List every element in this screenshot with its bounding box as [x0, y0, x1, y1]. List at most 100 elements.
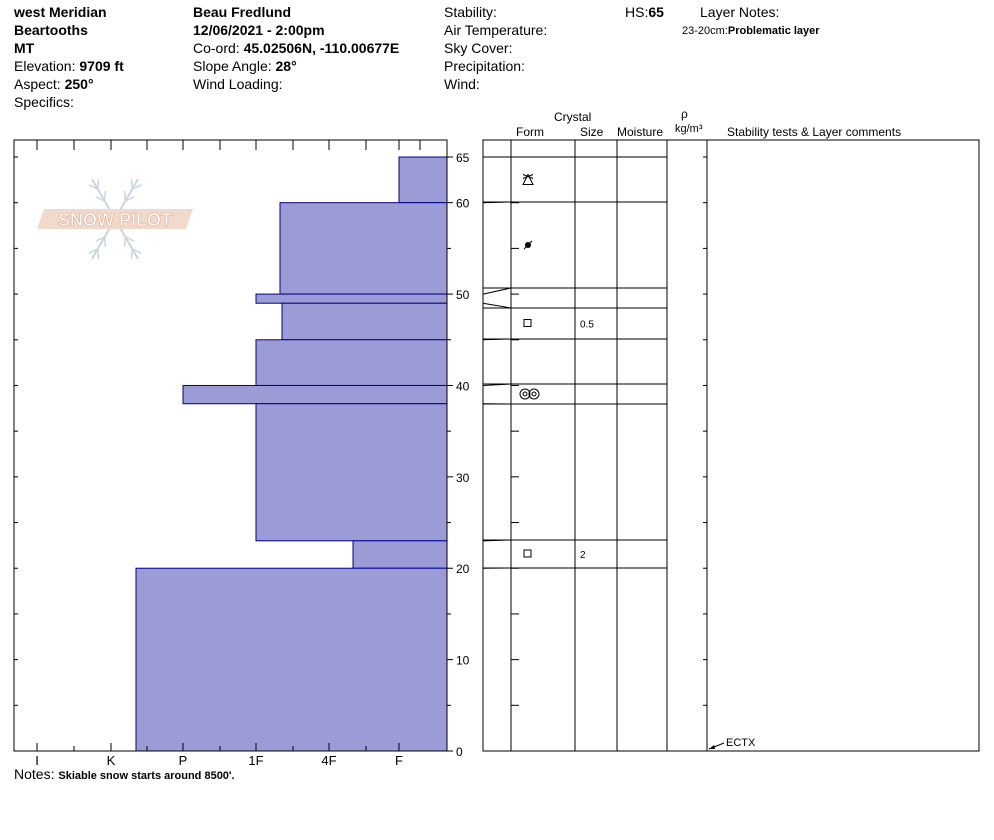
layer-connector: [482, 539, 512, 542]
precipitation-particle-stroke: [523, 240, 533, 250]
snowflake-branch: [95, 196, 105, 202]
elevation-label: Elevation:: [14, 58, 76, 74]
layer-notes-label: Layer Notes:: [700, 4, 780, 20]
snowflake-branch: [131, 248, 142, 254]
wind-label: Wind:: [444, 76, 480, 92]
hardness-tick-label: I: [35, 753, 39, 768]
height-tick-label: 60: [456, 197, 470, 211]
header-col2: Beau Fredlund 12/06/2021 - 2:00pm Co-ord…: [193, 3, 399, 93]
observer-name: Beau Fredlund: [193, 4, 292, 20]
snowflake-branch: [103, 191, 107, 202]
hardness-bar: [279, 202, 448, 295]
snowpilot-logo: SNOW PILOT: [37, 178, 193, 260]
precip-label: Precipitation:: [444, 58, 525, 74]
melt-freeze-icon: [528, 388, 540, 400]
specifics-label: Specifics:: [14, 94, 74, 110]
snowflake-branch: [103, 236, 107, 247]
hardness-tick-label: F: [395, 753, 403, 768]
snowflake-branch: [97, 248, 100, 259]
logo-banner: [37, 209, 193, 229]
layer-note-range: 23-20cm:: [682, 25, 728, 37]
layer-note: 23-20cm:Problematic layer: [682, 22, 820, 40]
notes-label: Notes:: [14, 766, 55, 782]
hardness-bar: [398, 156, 448, 204]
layer-table: [482, 139, 980, 752]
location-name: west Meridian: [14, 4, 107, 20]
faceted-crystal-icon: [523, 549, 532, 558]
logo-text: SNOW PILOT: [58, 210, 172, 230]
melt-freeze-icon-inner: [531, 391, 537, 397]
moisture-header: Moisture: [617, 125, 664, 139]
header-col1: west Meridian Beartooths MT Elevation: 9…: [14, 3, 124, 111]
snowflake-branch: [131, 184, 142, 190]
hardness-tick-label: 1F: [248, 753, 263, 768]
height-tick-label: 0: [456, 745, 463, 759]
chart-frame: [13, 139, 453, 752]
crystal-header: Crystal: [554, 110, 592, 124]
height-tick-label: 20: [456, 562, 470, 576]
stability-test-label: ECTX: [726, 737, 756, 749]
snowflake-branch: [88, 184, 99, 190]
hardness-bars: [135, 156, 448, 752]
height-tick-label: 65: [456, 151, 470, 165]
crystal-size-label: 2: [580, 550, 586, 561]
slope-label: Slope Angle:: [193, 58, 272, 74]
sky-cover-label: Sky Cover:: [444, 40, 513, 56]
height-tick-label: 30: [456, 471, 470, 485]
height-tick-label: 10: [456, 654, 470, 668]
hardness-bar: [255, 339, 448, 386]
comments-header: Stability tests & Layer comments: [727, 125, 902, 139]
rho-header: ρ: [681, 107, 688, 121]
hs-readout: HS:65: [625, 3, 664, 21]
hardness-bar: [255, 403, 448, 542]
notes: Notes: Skiable snow starts around 8500'.: [14, 766, 235, 782]
header-col3: Stability: Air Temperature: Sky Cover: P…: [444, 3, 547, 93]
layer-connector: [482, 338, 512, 341]
form-header: Form: [516, 125, 544, 139]
size-header: Size: [580, 125, 604, 139]
layer-connector: [482, 201, 512, 204]
snowflake-branch: [125, 196, 135, 202]
snowflake-branch: [97, 179, 100, 190]
aspect-value: 250°: [64, 76, 94, 92]
snowflake-branch: [123, 191, 127, 202]
elevation-value: 9709 ft: [79, 58, 124, 74]
layer-connector: [482, 287, 512, 295]
hardness-tick-label: K: [107, 753, 116, 768]
profile-border: [13, 139, 448, 752]
table-border: [482, 139, 980, 752]
layer-note-text: Problematic layer: [727, 25, 820, 37]
slope-value: 28°: [275, 58, 297, 74]
observation-datetime: 12/06/2021 - 2:00pm: [193, 22, 325, 38]
crystal-size-label: 0.5: [580, 320, 594, 331]
snowflake-branch: [125, 236, 135, 242]
snowflake-branch: [123, 236, 127, 247]
hs-label: HS:: [625, 4, 649, 20]
layer-connector: [482, 383, 512, 386]
mountain-range: Beartooths: [14, 22, 88, 38]
height-tick-label: 40: [456, 379, 470, 393]
snowflake-branch: [88, 248, 99, 254]
hardness-bar: [135, 567, 448, 752]
snowflake-branch: [130, 248, 133, 259]
melt-freeze-icon: [519, 388, 531, 400]
height-tick-label: 50: [456, 288, 470, 302]
snowflake-branch: [130, 179, 133, 190]
surface-hoar-icon: [522, 173, 534, 185]
state: MT: [14, 40, 35, 56]
crystal-form-symbols: [519, 173, 540, 558]
layer-connector: [482, 302, 512, 309]
faceted-crystal-icon: [523, 319, 532, 327]
chart-labels: I K P 1F 4F F 0 10 20 30 40 50 60 65 0.5 2 ECTX: [35, 151, 756, 768]
hardness-bar: [352, 540, 448, 569]
hs-value: 65: [648, 4, 664, 20]
wind-loading-label: Wind Loading:: [193, 76, 283, 92]
aspect-label: Aspect:: [14, 76, 61, 92]
coord-label: Co-ord:: [193, 40, 240, 56]
stability-label: Stability:: [444, 4, 497, 20]
hardness-tick-label: P: [179, 753, 188, 768]
air-temp-label: Air Temperature:: [444, 22, 548, 38]
snowflake-branch: [95, 236, 105, 242]
melt-freeze-icon-inner: [522, 391, 528, 397]
